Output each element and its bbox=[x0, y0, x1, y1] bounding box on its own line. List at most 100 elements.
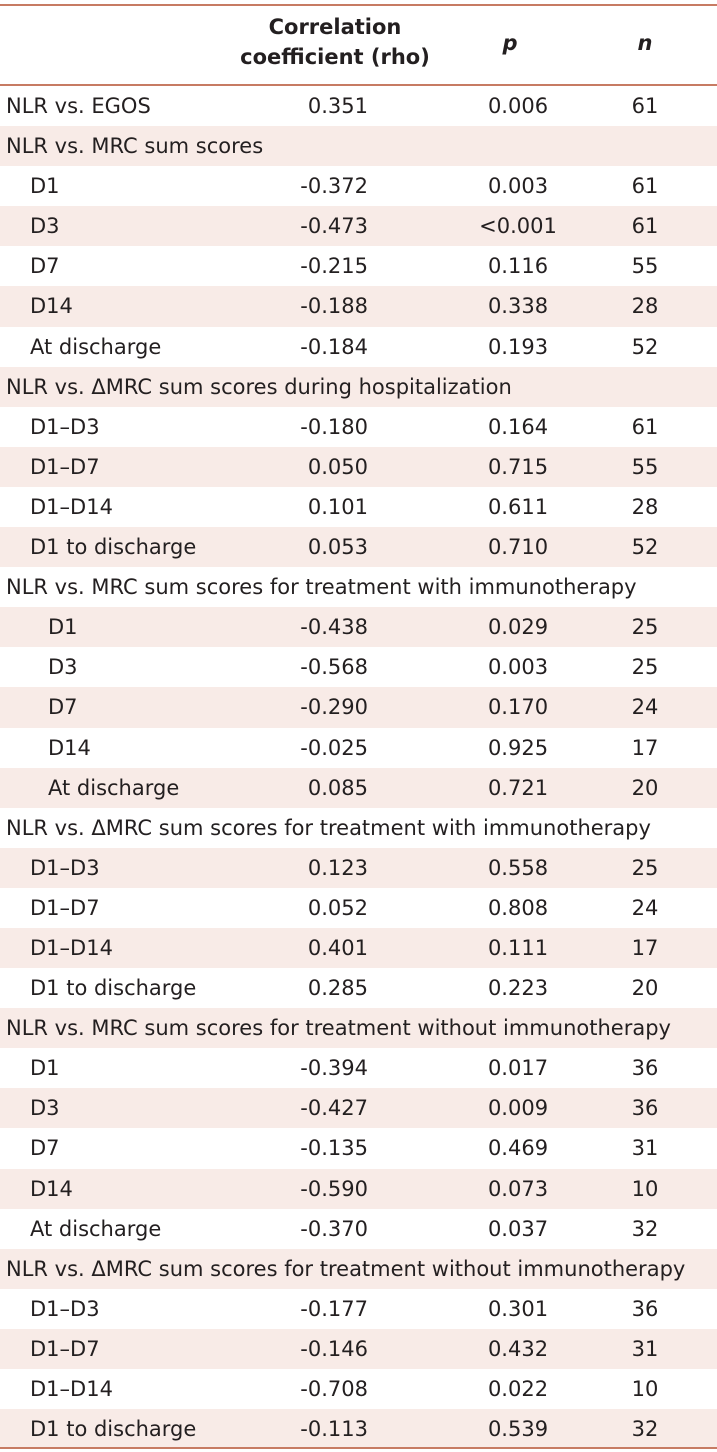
table-row: D1 to discharge 0.053 0.710 52 bbox=[0, 527, 717, 568]
row-rho: -0.708 bbox=[300, 1377, 368, 1401]
row-rho: 0.053 bbox=[307, 535, 368, 560]
row-rho: -0.188 bbox=[300, 294, 368, 319]
table-row: D1–D3 -0.177 0.301 36 bbox=[0, 1289, 717, 1329]
row-p: 0.558 bbox=[487, 855, 549, 880]
row-label: NLR vs. ΔMRC sum scores for treatment wi… bbox=[6, 1256, 686, 1281]
header-rho-line2: coefficient (rho) bbox=[240, 45, 430, 69]
row-rho: 0.351 bbox=[307, 94, 368, 118]
table-row: D14 -0.025 0.925 17 bbox=[0, 728, 717, 768]
row-rho: -0.180 bbox=[300, 414, 368, 439]
row-n: 25 bbox=[631, 615, 659, 640]
table-row: D1 -0.438 0.029 25 bbox=[0, 607, 717, 648]
row-label: D14 bbox=[30, 1176, 73, 1201]
row-n: 28 bbox=[631, 494, 659, 519]
row-p: 0.006 bbox=[487, 94, 549, 118]
row-p: 0.022 bbox=[487, 1377, 549, 1401]
row-p: 0.009 bbox=[487, 1096, 549, 1121]
table-row: D1–D14 0.101 0.611 28 bbox=[0, 487, 717, 527]
row-n: 55 bbox=[631, 254, 659, 279]
row-rho: -0.113 bbox=[300, 1417, 368, 1442]
row-p: 0.170 bbox=[487, 695, 549, 720]
row-label: D1 to discharge bbox=[30, 535, 197, 560]
row-n: 28 bbox=[631, 294, 659, 319]
row-n: 10 bbox=[631, 1176, 659, 1201]
row-rho: -0.473 bbox=[300, 214, 368, 239]
row-label: D1–D7 bbox=[30, 454, 100, 479]
row-label: NLR vs. MRC sum scores for treatment wit… bbox=[6, 575, 637, 600]
row-rho: 0.052 bbox=[307, 895, 368, 920]
row-n: 32 bbox=[631, 1417, 659, 1442]
table-body: NLR vs. EGOS 0.351 0.006 61 NLR vs. MRC sum … bbox=[0, 86, 717, 1450]
row-label: D14 bbox=[48, 735, 91, 760]
section-row: NLR vs. ΔMRC sum scores during hospitali… bbox=[0, 366, 717, 407]
row-n: 25 bbox=[631, 655, 659, 680]
table-row: At discharge -0.370 0.037 32 bbox=[0, 1209, 717, 1249]
table-row: D1 -0.372 0.003 61 bbox=[0, 166, 717, 206]
table-row: D7 -0.290 0.170 24 bbox=[0, 687, 717, 728]
row-p: 0.715 bbox=[487, 454, 549, 479]
row-rho: 0.285 bbox=[307, 976, 368, 1001]
row-n: 52 bbox=[631, 535, 659, 560]
header-n: n bbox=[637, 31, 653, 55]
row-label: NLR vs. ΔMRC sum scores for treatment wi… bbox=[6, 815, 651, 840]
row-label: D1 bbox=[30, 1056, 60, 1081]
header-rho-line1: Correlation bbox=[268, 15, 402, 39]
row-p: 0.164 bbox=[487, 414, 549, 439]
row-rho: -0.146 bbox=[300, 1336, 368, 1361]
row-n: 17 bbox=[631, 735, 659, 760]
row-p: 0.017 bbox=[487, 1056, 549, 1081]
row-label: D1–D3 bbox=[30, 414, 100, 439]
row-label: At discharge bbox=[30, 334, 162, 359]
table-row: D1–D14 0.401 0.111 17 bbox=[0, 927, 717, 969]
row-label: D1–D14 bbox=[30, 494, 113, 519]
row-rho: 0.101 bbox=[307, 494, 368, 519]
row-p: 0.469 bbox=[487, 1136, 549, 1161]
row-n: 31 bbox=[631, 1136, 659, 1161]
row-p: 0.721 bbox=[487, 775, 549, 800]
row-n: 24 bbox=[631, 695, 659, 720]
row-p: 0.073 bbox=[487, 1176, 549, 1201]
table-row: D1–D7 -0.146 0.432 31 bbox=[0, 1328, 717, 1369]
section-row: NLR vs. ΔMRC sum scores for treatment wi… bbox=[0, 1248, 717, 1289]
section-row: NLR vs. ΔMRC sum scores for treatment wi… bbox=[0, 808, 717, 848]
row-n: 20 bbox=[631, 775, 659, 800]
row-p: 0.003 bbox=[487, 174, 549, 199]
row-label: D1 bbox=[48, 615, 78, 640]
row-label: D1 bbox=[30, 174, 60, 199]
row-p: <0.001 bbox=[479, 214, 557, 239]
row-label: D3 bbox=[30, 1096, 60, 1121]
row-rho: -0.427 bbox=[300, 1096, 368, 1121]
row-label: D7 bbox=[30, 254, 60, 279]
table-row: D1–D3 0.123 0.558 25 bbox=[0, 847, 717, 888]
table-row: D1–D7 0.050 0.715 55 bbox=[0, 446, 717, 487]
table-bottom-rule bbox=[0, 1447, 717, 1449]
section-row: NLR vs. MRC sum scores for treatment wit… bbox=[0, 567, 717, 607]
row-label: NLR vs. EGOS bbox=[6, 94, 151, 118]
row-rho: -0.184 bbox=[300, 334, 368, 359]
row-p: 0.223 bbox=[487, 976, 549, 1001]
row-label: D7 bbox=[30, 1136, 60, 1161]
row-n: 10 bbox=[631, 1377, 659, 1401]
row-p: 0.611 bbox=[487, 494, 549, 519]
row-label: At discharge bbox=[30, 1216, 162, 1241]
row-n: 61 bbox=[631, 414, 659, 439]
table-row: D3 -0.568 0.003 25 bbox=[0, 647, 717, 687]
row-n: 31 bbox=[631, 1336, 659, 1361]
row-label: NLR vs. MRC sum scores for treatment wit… bbox=[6, 1016, 671, 1041]
table-row: D1–D7 0.052 0.808 24 bbox=[0, 888, 717, 928]
row-p: 0.710 bbox=[487, 535, 549, 560]
row-rho: -0.590 bbox=[300, 1176, 368, 1201]
section-row: NLR vs. MRC sum scores bbox=[0, 126, 717, 167]
row-rho: -0.215 bbox=[300, 254, 368, 279]
row-rho: 0.123 bbox=[307, 855, 368, 880]
table-header: Correlation coefficient (rho) p n bbox=[0, 6, 717, 84]
row-label: D3 bbox=[30, 214, 60, 239]
table-row: D1 to discharge -0.113 0.539 32 bbox=[0, 1409, 717, 1450]
table-row: D1–D14 -0.708 0.022 10 bbox=[0, 1369, 717, 1409]
row-rho: -0.568 bbox=[300, 655, 368, 680]
row-n: 36 bbox=[631, 1296, 659, 1321]
table-row: At discharge -0.184 0.193 52 bbox=[0, 327, 717, 367]
row-rho: -0.394 bbox=[300, 1056, 368, 1081]
row-p: 0.037 bbox=[487, 1216, 549, 1241]
